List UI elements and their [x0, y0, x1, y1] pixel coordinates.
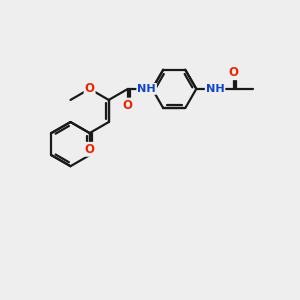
Text: O: O	[123, 99, 133, 112]
Text: NH: NH	[206, 84, 224, 94]
Text: O: O	[85, 143, 94, 156]
Text: NH: NH	[137, 84, 156, 94]
Text: O: O	[85, 82, 94, 95]
Text: O: O	[229, 66, 239, 79]
